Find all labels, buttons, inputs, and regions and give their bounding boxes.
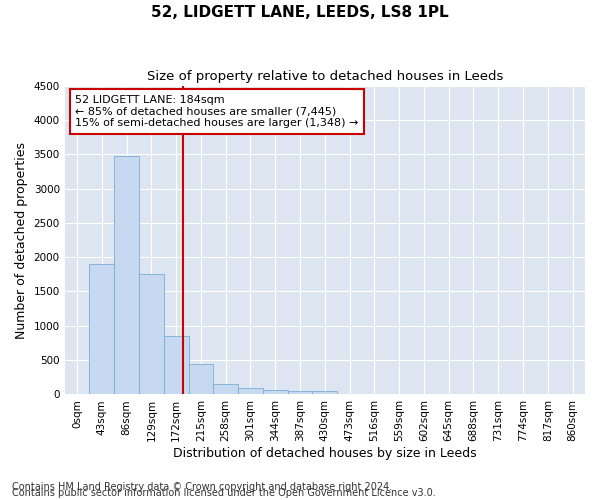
- Bar: [89, 264, 114, 394]
- Bar: [263, 390, 287, 394]
- Bar: [164, 336, 188, 394]
- Text: Contains public sector information licensed under the Open Government Licence v3: Contains public sector information licen…: [12, 488, 436, 498]
- Text: 52, LIDGETT LANE, LEEDS, LS8 1PL: 52, LIDGETT LANE, LEEDS, LS8 1PL: [151, 5, 449, 20]
- X-axis label: Distribution of detached houses by size in Leeds: Distribution of detached houses by size …: [173, 447, 476, 460]
- Bar: [287, 390, 313, 394]
- Title: Size of property relative to detached houses in Leeds: Size of property relative to detached ho…: [146, 70, 503, 83]
- Text: 52 LIDGETT LANE: 184sqm
← 85% of detached houses are smaller (7,445)
15% of semi: 52 LIDGETT LANE: 184sqm ← 85% of detache…: [75, 95, 358, 128]
- Bar: [139, 274, 164, 394]
- Bar: [114, 156, 139, 394]
- Bar: [214, 384, 238, 394]
- Text: Contains HM Land Registry data © Crown copyright and database right 2024.: Contains HM Land Registry data © Crown c…: [12, 482, 392, 492]
- Bar: [238, 388, 263, 394]
- Bar: [188, 364, 214, 394]
- Bar: [313, 392, 337, 394]
- Y-axis label: Number of detached properties: Number of detached properties: [15, 142, 28, 338]
